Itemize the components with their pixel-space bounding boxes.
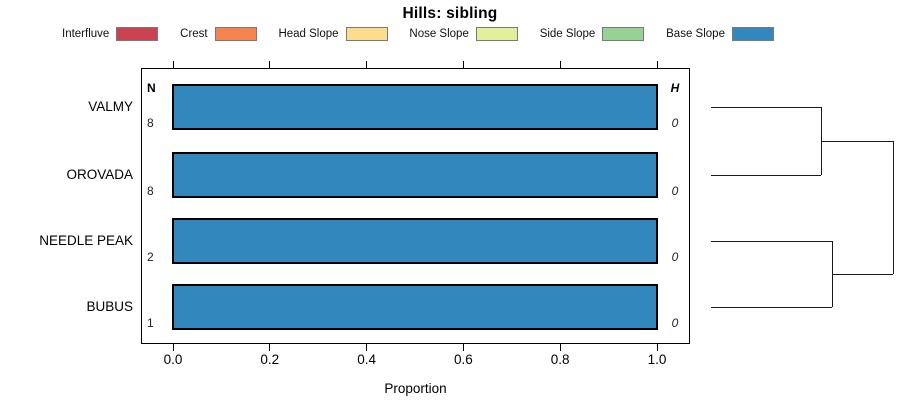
category-label-needle-peak: NEEDLE PEAK bbox=[39, 233, 133, 248]
bar-valmy bbox=[172, 84, 658, 130]
dendrogram-segment bbox=[711, 241, 832, 242]
legend-swatch-crest bbox=[214, 26, 257, 41]
x-tick-label: 1.0 bbox=[647, 352, 667, 367]
legend-item-crest: Crest bbox=[180, 26, 257, 41]
category-label-valmy: VALMY bbox=[88, 99, 133, 114]
legend-item-label: Head Slope bbox=[278, 27, 339, 40]
legend: Interfluve Crest Head Slope Nose Slope S… bbox=[62, 25, 774, 42]
legend-item-head-slope: Head Slope bbox=[278, 26, 388, 41]
category-label-bubus: BUBUS bbox=[86, 299, 133, 314]
n-value-needle-peak: 2 bbox=[147, 250, 154, 264]
category-label-orovada: OROVADA bbox=[66, 167, 133, 182]
dendrogram-segment bbox=[711, 307, 832, 308]
legend-swatch-nose-slope bbox=[475, 26, 518, 41]
dendrogram-segment bbox=[711, 107, 821, 108]
h-value-needle-peak: 0 bbox=[671, 250, 679, 264]
dendrogram-segment bbox=[711, 175, 821, 176]
legend-item-base-slope: Base Slope bbox=[666, 26, 774, 41]
x-tick-label: 0.6 bbox=[454, 352, 473, 367]
bar-needle-peak bbox=[172, 218, 658, 264]
x-axis-tick-top bbox=[462, 61, 464, 68]
n-value-orovada: 8 bbox=[147, 184, 154, 198]
x-axis-label: Proportion bbox=[384, 381, 447, 396]
legend-swatch-side-slope bbox=[602, 26, 645, 41]
h-value-valmy: 0 bbox=[671, 116, 679, 130]
x-tick-label: 0.0 bbox=[163, 352, 183, 367]
n-value-valmy: 8 bbox=[147, 116, 154, 130]
x-axis-tick-top bbox=[559, 61, 561, 68]
x-axis-tick-top bbox=[172, 61, 174, 68]
dendrogram-segment bbox=[832, 274, 893, 275]
x-axis-tick-bottom bbox=[269, 344, 271, 351]
x-axis-tick-top bbox=[366, 61, 368, 68]
n-value-bubus: 1 bbox=[147, 316, 154, 330]
legend-swatch-interfluve bbox=[116, 26, 159, 41]
bar-orovada bbox=[172, 152, 658, 198]
legend-item-label: Crest bbox=[180, 27, 208, 40]
bar-bubus bbox=[172, 284, 658, 330]
legend-swatch-base-slope bbox=[731, 26, 774, 41]
h-value-orovada: 0 bbox=[671, 184, 679, 198]
x-axis-tick-bottom bbox=[462, 344, 464, 351]
legend-item-nose-slope: Nose Slope bbox=[409, 26, 518, 41]
x-axis-tick-bottom bbox=[656, 344, 658, 351]
h-value-bubus: 0 bbox=[671, 316, 679, 330]
legend-swatch-head-slope bbox=[345, 26, 388, 41]
legend-item-interfluve: Interfluve bbox=[62, 26, 159, 41]
chart-title: Hills: sibling bbox=[402, 5, 498, 22]
x-axis-tick-bottom bbox=[559, 344, 561, 351]
x-tick-label: 0.4 bbox=[357, 352, 376, 367]
x-axis-tick-bottom bbox=[172, 344, 174, 351]
legend-item-side-slope: Side Slope bbox=[539, 26, 645, 41]
legend-item-label: Side Slope bbox=[539, 27, 596, 40]
x-axis-tick-bottom bbox=[366, 344, 368, 351]
x-tick-label: 0.8 bbox=[550, 352, 570, 367]
x-tick-label: 0.2 bbox=[260, 352, 280, 367]
legend-item-label: Interfluve bbox=[62, 27, 110, 40]
x-axis-tick-top bbox=[656, 61, 658, 68]
n-column-header: N bbox=[147, 81, 156, 95]
dendrogram-segment bbox=[821, 141, 893, 142]
legend-item-label: Nose Slope bbox=[409, 27, 469, 40]
x-axis-tick-top bbox=[269, 61, 271, 68]
h-column-header: H bbox=[670, 81, 680, 95]
legend-item-label: Base Slope bbox=[666, 27, 725, 40]
dendrogram-segment bbox=[893, 141, 894, 274]
